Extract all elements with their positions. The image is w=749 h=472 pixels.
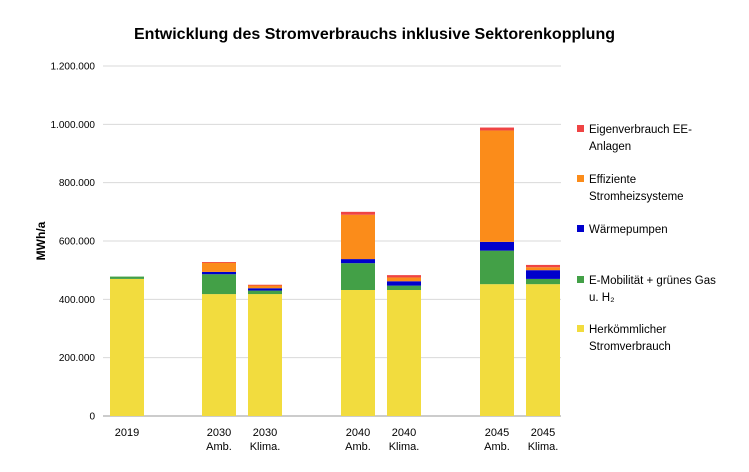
- bar-segment: [202, 262, 236, 272]
- legend-label: u. H₂: [589, 292, 615, 304]
- legend-label: Eigenverbrauch EE-: [589, 124, 692, 136]
- bar-segment: [202, 271, 236, 275]
- bar-segment: [480, 127, 514, 131]
- bar-segment: [526, 278, 560, 285]
- bar-segment: [248, 284, 282, 286]
- bar-segment: [526, 270, 560, 279]
- bar-segment: [387, 275, 421, 278]
- bar-segment: [341, 259, 375, 264]
- x-tick-label: Klima.: [528, 441, 559, 453]
- bar-segment: [248, 285, 282, 289]
- bar-segment: [480, 241, 514, 251]
- x-tick-label: 2040: [392, 427, 416, 439]
- x-tick-label: 2019: [115, 427, 139, 439]
- x-tick-label: Amb.: [345, 441, 371, 453]
- bar-segment: [387, 285, 421, 290]
- legend-label: Anlagen: [589, 141, 631, 153]
- x-tick-label: 2030: [207, 427, 231, 439]
- legend-label: Herkömmlicher: [589, 324, 666, 336]
- bar-segment: [341, 290, 375, 416]
- bar-segment: [248, 290, 282, 295]
- bar-segment: [202, 294, 236, 416]
- bar-segment: [387, 281, 421, 286]
- x-tick-label: Klima.: [250, 441, 281, 453]
- y-tick-label: 200.000: [59, 353, 96, 364]
- y-tick-label: 800.000: [59, 178, 96, 189]
- bar-segment: [202, 274, 236, 295]
- x-tick-label: 2045: [531, 427, 555, 439]
- legend-swatch: [577, 225, 584, 232]
- bar-segment: [526, 267, 560, 271]
- bar-segment: [526, 284, 560, 416]
- x-tick-label: Klima.: [389, 441, 420, 453]
- bar-segment: [202, 262, 236, 263]
- bar-segment: [387, 290, 421, 416]
- x-tick-label: Amb.: [206, 441, 232, 453]
- legend-label: Wärmepumpen: [589, 224, 668, 236]
- legend-label: Stromverbrauch: [589, 341, 671, 353]
- y-tick-label: 600.000: [59, 237, 96, 248]
- bar-segment: [526, 264, 560, 268]
- bar-segment: [248, 294, 282, 416]
- x-tick-label: 2040: [346, 427, 370, 439]
- x-tick-label: Amb.: [484, 441, 510, 453]
- x-tick-label: 2030: [253, 427, 277, 439]
- x-tick-label: 2045: [485, 427, 509, 439]
- bar-segment: [341, 263, 375, 290]
- bar-segment: [110, 278, 144, 416]
- bar-segment: [480, 250, 514, 285]
- bar-segment: [341, 214, 375, 260]
- legend-swatch: [577, 125, 584, 132]
- y-axis-label: MWh/a: [34, 221, 48, 260]
- bar-segment: [387, 277, 421, 282]
- legend-swatch: [577, 175, 584, 182]
- legend-label: E-Mobilität + grünes Gas: [589, 275, 716, 287]
- legend-label: Stromheizsysteme: [589, 191, 684, 203]
- bar-segment: [480, 130, 514, 242]
- y-tick-label: 1.200.000: [51, 62, 96, 73]
- chart-title: Entwicklung des Stromverbrauchs inklusiv…: [134, 26, 615, 43]
- bar-segment: [341, 211, 375, 215]
- bar-segment: [480, 284, 514, 416]
- bar-segment: [248, 288, 282, 291]
- legend-swatch: [577, 276, 584, 283]
- legend-label: Effiziente: [589, 174, 636, 186]
- legend-swatch: [577, 325, 584, 332]
- y-tick-label: 0: [89, 412, 95, 423]
- y-tick-label: 1.000.000: [51, 120, 96, 131]
- bar-segment: [110, 276, 144, 279]
- y-tick-label: 400.000: [59, 295, 96, 306]
